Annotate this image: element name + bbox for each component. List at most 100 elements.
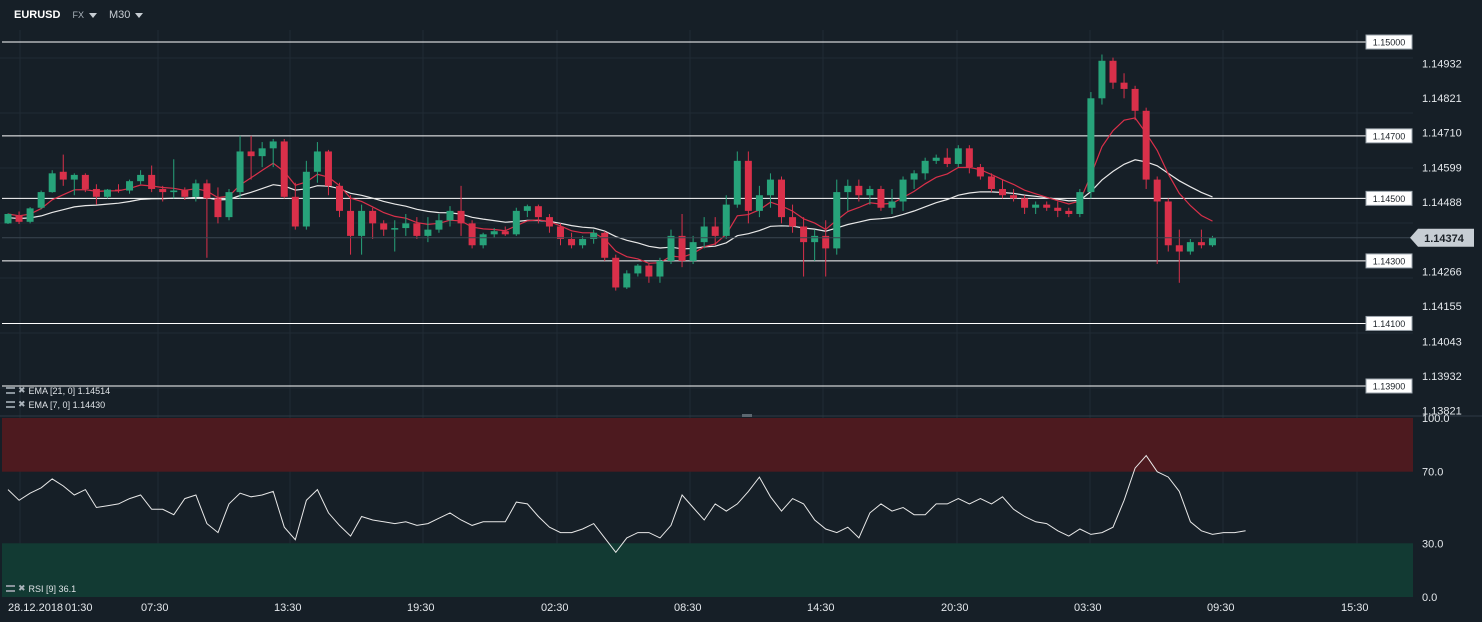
candle: [987, 173, 995, 193]
candle-body: [523, 206, 531, 211]
candle-body: [568, 239, 576, 246]
candle-body: [435, 220, 443, 230]
candle: [59, 154, 67, 186]
rsi-legend: ✖ RSI [9] 36.1: [6, 583, 76, 594]
candle-body: [1197, 242, 1205, 246]
candle: [755, 185, 763, 218]
candle: [1109, 57, 1117, 89]
level-price-label-box: [1365, 253, 1413, 269]
timeframe-dropdown[interactable]: M30: [109, 9, 144, 21]
level-price-label-box: [1365, 315, 1413, 331]
candle: [866, 185, 874, 205]
candle: [722, 195, 730, 240]
candle: [1142, 107, 1150, 189]
time-axis-label: 20:30: [941, 602, 969, 614]
candle: [534, 204, 542, 224]
candle-body: [733, 160, 741, 205]
candle-body: [921, 160, 929, 174]
close-icon[interactable]: ✖: [18, 583, 26, 593]
candle: [501, 226, 509, 236]
candle: [678, 213, 686, 268]
close-icon[interactable]: ✖: [18, 399, 26, 409]
candle: [137, 170, 145, 185]
candle: [4, 213, 12, 225]
level-price-label-box: [1365, 34, 1413, 50]
candle: [347, 195, 355, 255]
candle: [999, 179, 1006, 199]
price-axis-tick: 1.13821: [1422, 406, 1462, 418]
level-price-label: 1.14500: [1373, 194, 1406, 204]
candle-body: [999, 188, 1006, 196]
candle: [877, 185, 885, 211]
candle: [700, 217, 708, 249]
rsi-axis-tick: 100.0: [1422, 413, 1450, 425]
candle: [302, 160, 310, 230]
candle: [380, 220, 388, 236]
candle: [70, 173, 78, 196]
candle-body: [1098, 60, 1106, 99]
candle-body: [1186, 242, 1194, 252]
candle-body: [148, 174, 156, 189]
candle: [844, 179, 852, 211]
candle-body: [866, 188, 874, 196]
candle-body: [92, 188, 100, 197]
time-axis-label: 14:30: [807, 602, 835, 614]
candle: [1120, 73, 1128, 99]
market-dropdown[interactable]: FX: [72, 10, 97, 20]
rsi-axis-tick: 70.0: [1422, 467, 1443, 479]
candle: [1010, 188, 1018, 202]
candle-body: [424, 229, 432, 236]
candle: [468, 220, 476, 249]
candle: [479, 232, 487, 249]
candle-body: [103, 189, 111, 197]
candle-body: [1032, 204, 1040, 208]
candle-body: [1208, 237, 1216, 246]
level-price-label: 1.14700: [1373, 131, 1406, 141]
settings-icon[interactable]: [6, 387, 15, 394]
candle: [733, 151, 741, 208]
candle: [921, 157, 929, 180]
time-axis-label: 03:30: [1074, 602, 1102, 614]
candle: [280, 138, 288, 199]
candle-body: [48, 173, 56, 193]
time-axis-label: 09:30: [1207, 602, 1235, 614]
candle: [369, 207, 377, 240]
candle: [435, 213, 443, 233]
candle: [457, 185, 465, 236]
candle-body: [844, 185, 852, 193]
candle: [1054, 201, 1062, 218]
candle: [1043, 201, 1051, 211]
candle: [512, 207, 520, 236]
candle-body: [1120, 82, 1128, 89]
candle: [1021, 195, 1029, 214]
price-axis-tick: 1.13932: [1422, 371, 1462, 383]
candle-body: [766, 179, 774, 196]
settings-icon[interactable]: [6, 585, 15, 592]
candle-body: [15, 215, 23, 222]
level-price-label: 1.14300: [1373, 256, 1406, 266]
candle-body: [612, 257, 620, 288]
candle: [1186, 239, 1194, 255]
candle: [557, 223, 564, 246]
settings-icon[interactable]: [6, 401, 15, 408]
candle: [833, 179, 841, 255]
candle-body: [557, 226, 564, 240]
candle-body: [778, 179, 785, 218]
candle-body: [656, 260, 664, 277]
chevron-down-icon: [135, 12, 144, 18]
candle: [26, 207, 34, 224]
candle-body: [1142, 110, 1150, 180]
close-icon[interactable]: ✖: [18, 385, 26, 395]
candle-body: [623, 273, 631, 288]
candle: [523, 204, 531, 218]
level-price-label-box: [1365, 190, 1413, 206]
candle-body: [822, 235, 830, 249]
candle-body: [590, 232, 598, 240]
candle-body: [269, 141, 277, 149]
candle-body: [1109, 60, 1117, 83]
candle: [313, 142, 321, 183]
candle: [291, 182, 299, 230]
candle-body: [1065, 210, 1073, 214]
candle-body: [59, 171, 67, 180]
